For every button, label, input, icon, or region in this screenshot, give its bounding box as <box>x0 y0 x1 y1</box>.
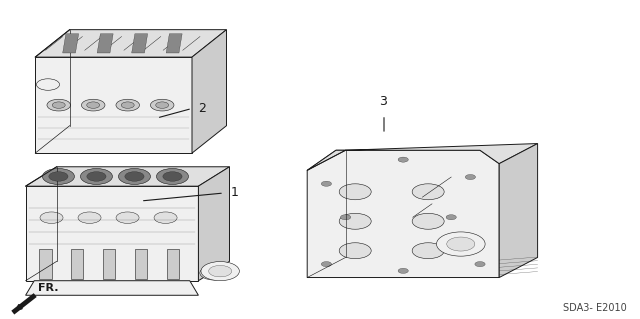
Circle shape <box>47 99 70 111</box>
Circle shape <box>156 102 169 108</box>
Circle shape <box>209 265 232 277</box>
Circle shape <box>116 212 139 223</box>
Circle shape <box>412 243 444 259</box>
Circle shape <box>201 262 239 281</box>
Text: 2: 2 <box>198 102 206 115</box>
Circle shape <box>412 184 444 200</box>
Circle shape <box>52 102 65 108</box>
Circle shape <box>475 262 485 267</box>
Polygon shape <box>307 150 499 278</box>
Polygon shape <box>97 34 113 53</box>
Polygon shape <box>35 30 227 57</box>
Circle shape <box>436 232 485 256</box>
Circle shape <box>200 266 228 280</box>
Circle shape <box>81 168 113 184</box>
Circle shape <box>49 172 68 181</box>
Circle shape <box>340 215 351 220</box>
Polygon shape <box>307 144 538 170</box>
Polygon shape <box>26 281 198 295</box>
Circle shape <box>398 268 408 273</box>
Text: 3: 3 <box>379 95 387 108</box>
Bar <box>40 249 51 279</box>
Circle shape <box>339 184 371 200</box>
Circle shape <box>87 102 100 108</box>
Bar <box>104 249 115 279</box>
Circle shape <box>412 213 444 229</box>
Text: SDA3- E2010: SDA3- E2010 <box>563 303 627 313</box>
Bar <box>135 249 147 279</box>
Circle shape <box>125 172 144 181</box>
Text: 1: 1 <box>230 187 238 199</box>
Circle shape <box>87 172 106 181</box>
Circle shape <box>116 99 140 111</box>
Circle shape <box>339 243 371 259</box>
Circle shape <box>78 212 101 223</box>
Circle shape <box>446 215 456 220</box>
Circle shape <box>154 212 177 223</box>
Polygon shape <box>198 167 230 281</box>
Circle shape <box>321 262 332 267</box>
Bar <box>167 249 179 279</box>
Circle shape <box>339 213 371 229</box>
Circle shape <box>447 237 475 251</box>
Circle shape <box>36 79 60 90</box>
Polygon shape <box>192 30 227 153</box>
Polygon shape <box>499 144 538 278</box>
Circle shape <box>465 174 476 180</box>
Polygon shape <box>26 186 198 281</box>
Circle shape <box>121 102 134 108</box>
Circle shape <box>150 99 174 111</box>
Circle shape <box>321 181 332 186</box>
Circle shape <box>81 99 105 111</box>
Polygon shape <box>132 34 148 53</box>
Circle shape <box>163 172 182 181</box>
Bar <box>72 249 83 279</box>
Polygon shape <box>35 57 192 153</box>
Circle shape <box>398 157 408 162</box>
Polygon shape <box>26 167 230 186</box>
Polygon shape <box>166 34 182 53</box>
Polygon shape <box>63 34 79 53</box>
Circle shape <box>40 212 63 223</box>
Circle shape <box>118 168 150 184</box>
Text: FR.: FR. <box>38 284 59 293</box>
Circle shape <box>157 168 189 184</box>
Circle shape <box>42 168 74 184</box>
